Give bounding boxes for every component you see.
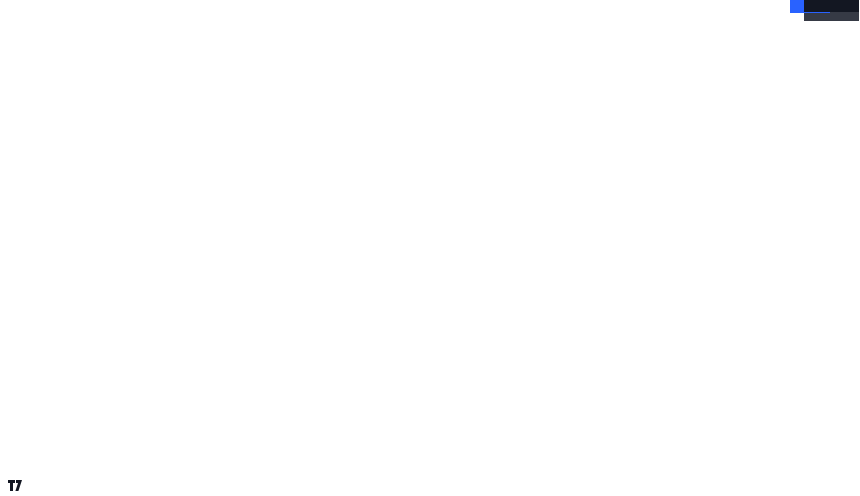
dashed-level-badge: [804, 0, 859, 12]
ohlc-close: [35, 25, 36, 35]
time-scale[interactable]: [0, 468, 803, 481]
tradingview-logo-icon: [8, 480, 22, 491]
price-scale[interactable]: [804, 0, 860, 480]
ohlc-high: [21, 25, 22, 35]
hv-indicator-label: [784, 0, 790, 13]
symbol-legend: [8, 25, 42, 35]
tradingview-footer: [8, 480, 26, 491]
ohlc-low: [28, 25, 29, 35]
ohlc-open: [14, 25, 15, 35]
bar-countdown: [804, 12, 859, 21]
